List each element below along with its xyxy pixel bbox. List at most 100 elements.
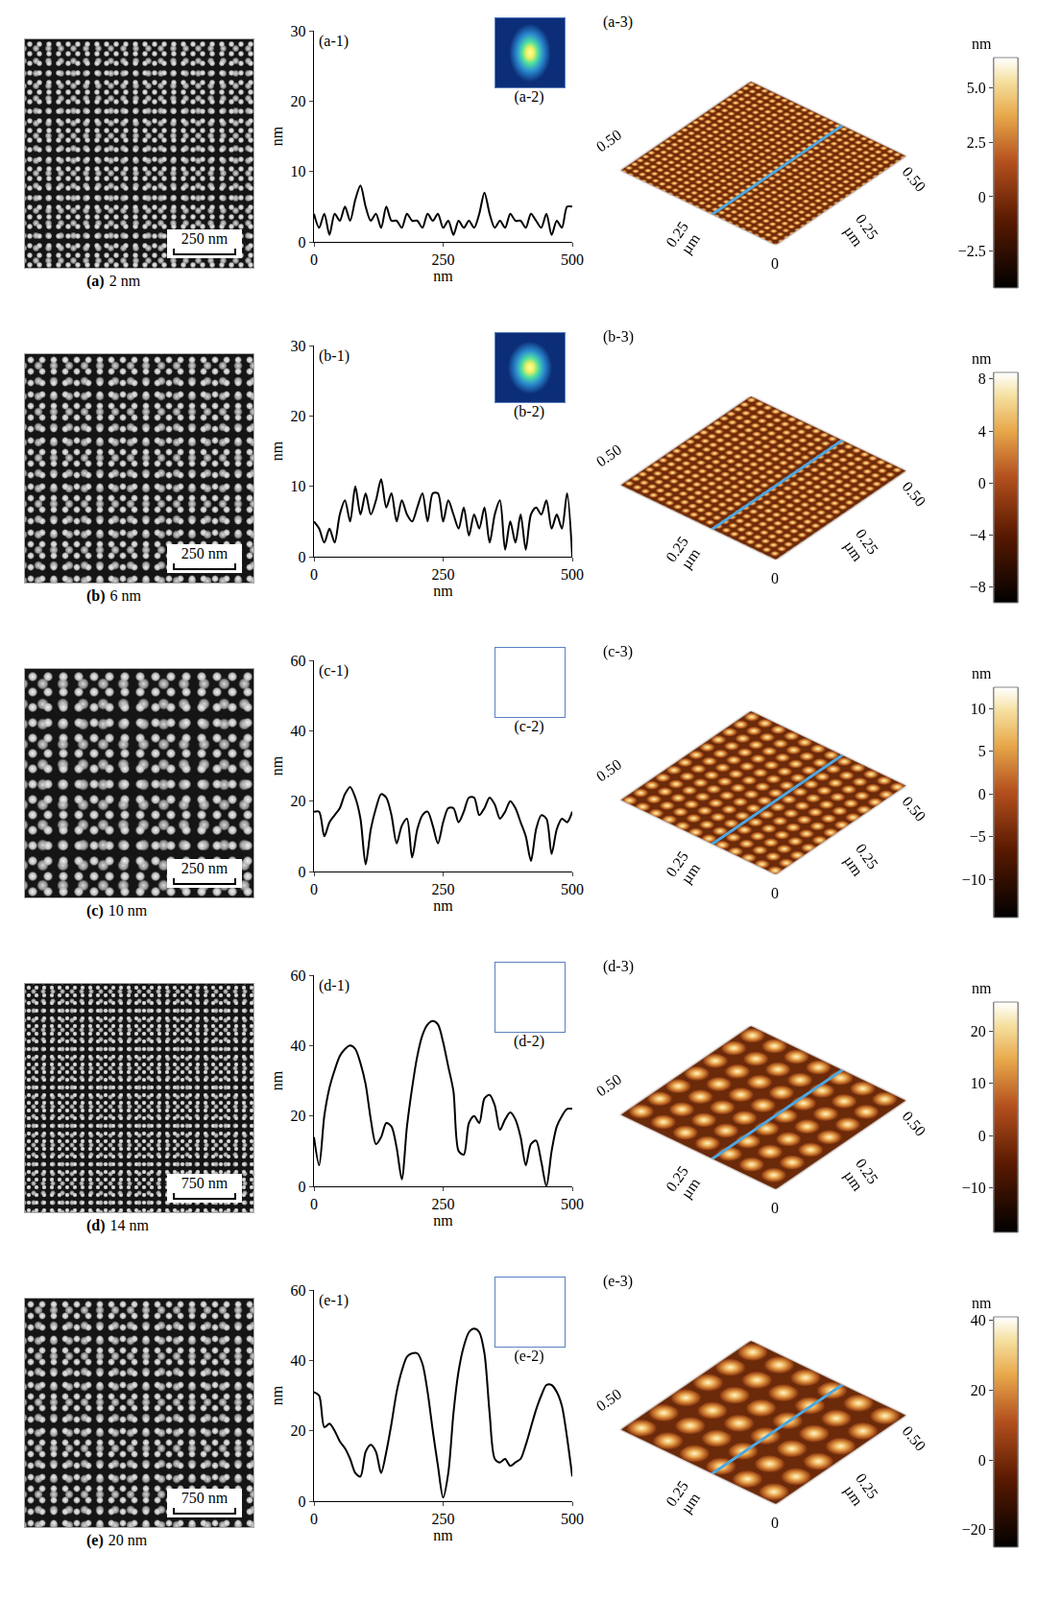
svg-text:250: 250 — [432, 1511, 456, 1528]
html-text:0.50: 0.50 — [593, 126, 625, 156]
svg-text:nm: nm — [268, 1385, 286, 1406]
svg-text:0: 0 — [978, 1452, 987, 1470]
svg-text:0: 0 — [298, 1494, 307, 1511]
svg-text:0: 0 — [978, 786, 987, 803]
html-text:0.50: 0.50 — [593, 441, 625, 471]
svg-text:0: 0 — [298, 549, 307, 566]
svg-text:500: 500 — [560, 1511, 584, 1528]
svg-text:nm: nm — [433, 897, 454, 915]
svg-text:0: 0 — [310, 881, 318, 898]
svg-text:40: 40 — [290, 1352, 307, 1370]
svg-text:0: 0 — [310, 1511, 318, 1528]
html-text:0.50: 0.50 — [899, 793, 929, 825]
svg-text:500: 500 — [560, 251, 584, 268]
html-text:0.25: 0.25 — [852, 211, 882, 243]
svg-text:−10: −10 — [962, 1180, 987, 1197]
svg-text:250: 250 — [432, 1196, 456, 1213]
svg-text:60: 60 — [290, 652, 307, 670]
svg-text:20: 20 — [290, 1422, 307, 1440]
html-text:0.25: 0.25 — [662, 218, 692, 251]
svg-text:40: 40 — [970, 1312, 987, 1329]
svg-text:250: 250 — [432, 566, 456, 583]
svg-text:nm: nm — [268, 1070, 286, 1091]
svg-text:8: 8 — [978, 370, 987, 387]
html-text:0.25: 0.25 — [662, 533, 692, 566]
svg-text:(c-1): (c-1) — [318, 662, 349, 680]
html-text:0.25: 0.25 — [852, 1155, 882, 1188]
svg-text:20: 20 — [290, 93, 307, 110]
svg-text:20: 20 — [290, 408, 307, 425]
svg-text:250: 250 — [432, 251, 456, 268]
svg-text:nm: nm — [433, 1212, 454, 1230]
svg-text:nm: nm — [433, 1527, 454, 1544]
svg-text:20: 20 — [290, 793, 307, 810]
svg-text:5: 5 — [978, 743, 987, 760]
svg-text:−20: −20 — [962, 1521, 987, 1539]
svg-text:20: 20 — [970, 1023, 987, 1040]
html-text:0.50: 0.50 — [899, 1108, 929, 1140]
svg-text:nm: nm — [971, 665, 992, 682]
svg-text:60: 60 — [290, 967, 307, 985]
svg-text:−5: −5 — [969, 828, 987, 845]
svg-text:500: 500 — [560, 566, 584, 583]
svg-text:nm: nm — [971, 980, 992, 997]
html-text:0.50: 0.50 — [899, 478, 929, 510]
html-text:0.25: 0.25 — [852, 1470, 882, 1503]
svg-text:(e-1): (e-1) — [318, 1292, 349, 1310]
svg-text:0: 0 — [978, 189, 987, 206]
svg-text:0: 0 — [310, 251, 318, 268]
svg-text:40: 40 — [290, 723, 307, 740]
svg-text:nm: nm — [433, 582, 454, 600]
svg-text:−8: −8 — [969, 578, 987, 596]
svg-text:nm: nm — [268, 125, 286, 146]
svg-text:nm: nm — [971, 35, 992, 52]
svg-text:nm: nm — [971, 1295, 992, 1312]
svg-text:0: 0 — [298, 1179, 307, 1196]
svg-text:−4: −4 — [969, 527, 987, 544]
svg-text:30: 30 — [290, 23, 307, 40]
html-text:µm: µm — [677, 230, 703, 257]
svg-text:60: 60 — [290, 1282, 307, 1300]
svg-text:(d-1): (d-1) — [318, 977, 350, 995]
svg-text:nm: nm — [433, 267, 454, 285]
svg-text:0: 0 — [978, 475, 987, 492]
html-text:0.50: 0.50 — [593, 1386, 625, 1415]
svg-text:30: 30 — [290, 337, 307, 355]
svg-text:10: 10 — [970, 1075, 987, 1092]
svg-text:0: 0 — [298, 864, 307, 881]
html-text:µm: µm — [841, 222, 867, 250]
svg-text:10: 10 — [290, 478, 307, 495]
svg-text:−2.5: −2.5 — [958, 242, 987, 260]
html-text:0.25: 0.25 — [662, 1478, 692, 1510]
svg-text:(a-1): (a-1) — [318, 32, 349, 50]
html-text:µm: µm — [677, 545, 703, 572]
svg-text:250: 250 — [432, 881, 456, 898]
svg-text:5.0: 5.0 — [966, 79, 987, 97]
svg-text:nm: nm — [268, 755, 286, 776]
html-text:0.50: 0.50 — [899, 1423, 929, 1455]
svg-text:500: 500 — [560, 881, 584, 898]
html-text:0.25: 0.25 — [852, 840, 882, 873]
html-text:0.50: 0.50 — [899, 163, 929, 195]
svg-text:500: 500 — [560, 1196, 584, 1213]
svg-text:40: 40 — [290, 1037, 307, 1055]
svg-text:0: 0 — [310, 566, 318, 583]
svg-text:4: 4 — [978, 423, 987, 440]
svg-text:20: 20 — [970, 1382, 987, 1399]
html-text:0.50: 0.50 — [593, 1071, 625, 1100]
svg-text:0: 0 — [298, 234, 307, 251]
svg-text:2.5: 2.5 — [966, 134, 987, 151]
svg-text:20: 20 — [290, 1108, 307, 1125]
html-text:0.25: 0.25 — [852, 525, 882, 558]
html-text:0.50: 0.50 — [593, 756, 625, 785]
svg-text:nm: nm — [268, 440, 286, 461]
svg-text:10: 10 — [970, 700, 987, 718]
svg-text:nm: nm — [971, 350, 992, 367]
svg-text:10: 10 — [290, 163, 307, 180]
svg-text:−10: −10 — [962, 871, 987, 889]
html-text:0.25: 0.25 — [662, 1163, 692, 1195]
svg-text:0: 0 — [310, 1196, 318, 1213]
svg-text:0: 0 — [978, 1128, 987, 1145]
svg-text:(b-1): (b-1) — [318, 347, 350, 365]
html-text:0.25: 0.25 — [662, 848, 692, 881]
